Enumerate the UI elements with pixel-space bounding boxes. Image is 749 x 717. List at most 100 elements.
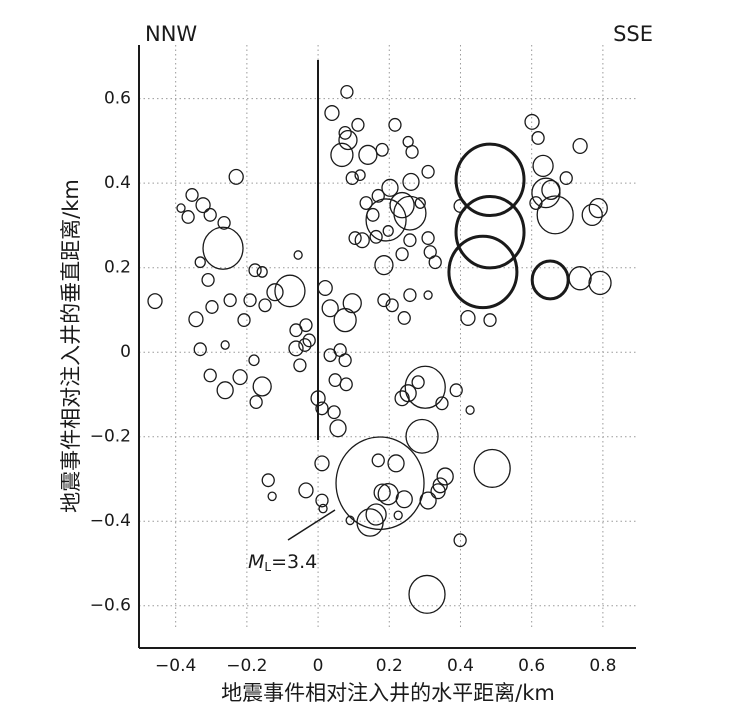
bubble bbox=[188, 311, 204, 328]
bubble bbox=[388, 117, 402, 132]
bubble bbox=[460, 309, 476, 326]
left-label: NNW bbox=[145, 22, 197, 46]
bubble bbox=[559, 171, 573, 186]
bubble bbox=[389, 191, 415, 219]
bubble bbox=[483, 313, 497, 328]
bubble bbox=[581, 203, 603, 227]
bubble bbox=[338, 353, 352, 368]
bubble bbox=[385, 298, 399, 313]
bubble bbox=[529, 196, 543, 210]
bubble bbox=[351, 117, 365, 132]
y-axis-title: 地震事件相对注入井的垂直距离/km bbox=[59, 179, 83, 513]
bubble bbox=[302, 333, 316, 348]
x-tick-label: 0.2 bbox=[376, 656, 403, 676]
x-tick-label: 0 bbox=[313, 656, 324, 676]
bubble bbox=[588, 198, 608, 219]
bubble bbox=[395, 490, 413, 509]
bubble bbox=[397, 311, 411, 325]
bubble bbox=[193, 342, 207, 357]
bubble bbox=[248, 263, 262, 278]
bubble bbox=[256, 266, 268, 278]
bubble bbox=[430, 483, 446, 500]
bubble bbox=[354, 232, 370, 249]
bubble bbox=[588, 270, 612, 296]
bubble bbox=[293, 250, 303, 260]
bubble bbox=[568, 266, 592, 291]
bubble bbox=[185, 188, 199, 202]
bubble bbox=[381, 178, 399, 197]
bubble bbox=[403, 288, 417, 303]
right-label: SSE bbox=[613, 22, 653, 46]
y-tick-label: 0.4 bbox=[104, 173, 131, 193]
bubble bbox=[338, 129, 358, 151]
bubble bbox=[402, 172, 420, 191]
bubble bbox=[237, 313, 251, 328]
bubble bbox=[147, 293, 163, 310]
bubble bbox=[454, 142, 526, 217]
bubble bbox=[321, 299, 339, 318]
bubble bbox=[298, 482, 314, 499]
bubble bbox=[339, 377, 353, 392]
x-tick-label: 0.8 bbox=[589, 656, 616, 676]
bubble bbox=[248, 354, 260, 367]
bubble bbox=[541, 179, 561, 201]
bubble bbox=[395, 247, 409, 262]
bubble bbox=[318, 503, 328, 514]
bubble bbox=[243, 293, 257, 308]
bubble bbox=[473, 448, 511, 488]
bubble bbox=[252, 376, 272, 397]
bubble bbox=[447, 234, 519, 310]
x-tick-label: 0.4 bbox=[447, 656, 474, 676]
bubble bbox=[371, 188, 385, 203]
bubble bbox=[382, 225, 394, 237]
bubble bbox=[274, 274, 306, 308]
bubble bbox=[402, 135, 414, 148]
y-tick-label: 0.2 bbox=[104, 258, 131, 278]
bubble bbox=[202, 226, 244, 270]
bubble bbox=[330, 142, 354, 168]
bubble bbox=[310, 390, 326, 407]
bubble bbox=[181, 210, 195, 224]
bubble bbox=[176, 203, 186, 213]
bubble bbox=[453, 533, 467, 548]
bubble bbox=[531, 131, 545, 145]
y-tick-label: 0 bbox=[120, 342, 131, 362]
bubble bbox=[530, 259, 570, 301]
bubble bbox=[371, 453, 385, 468]
bubble bbox=[293, 358, 307, 373]
bubble bbox=[403, 233, 417, 248]
bubble bbox=[345, 171, 359, 186]
annotation-symbol: M bbox=[248, 551, 264, 573]
bubble bbox=[317, 279, 333, 296]
bubble bbox=[536, 195, 574, 235]
bubble bbox=[377, 293, 391, 308]
bubble bbox=[203, 368, 217, 383]
bubble bbox=[358, 144, 378, 165]
x-tick-label: 0.6 bbox=[518, 656, 545, 676]
annotation-text: =3.4 bbox=[271, 551, 317, 573]
bubble bbox=[340, 84, 354, 99]
bubble bbox=[373, 483, 391, 502]
bubble bbox=[315, 401, 329, 416]
bubble bbox=[201, 272, 215, 287]
bubble bbox=[232, 369, 248, 386]
y-tick-label: −0.6 bbox=[90, 596, 131, 616]
bubble bbox=[228, 168, 244, 185]
bubble bbox=[328, 373, 342, 388]
bubble bbox=[266, 283, 284, 302]
bubble bbox=[194, 256, 206, 269]
bubble bbox=[435, 396, 449, 411]
bubble bbox=[220, 340, 230, 350]
bubble bbox=[405, 418, 439, 454]
bubble bbox=[338, 125, 352, 140]
bubble bbox=[314, 455, 330, 472]
bubble bbox=[414, 197, 426, 209]
bubble bbox=[421, 164, 435, 179]
bubble bbox=[408, 574, 446, 614]
bubble bbox=[298, 338, 312, 352]
bubble bbox=[203, 207, 217, 222]
bubble bbox=[205, 300, 219, 314]
y-tick-label: 0.6 bbox=[104, 89, 131, 109]
bubble bbox=[348, 231, 362, 246]
bubble bbox=[365, 503, 387, 526]
